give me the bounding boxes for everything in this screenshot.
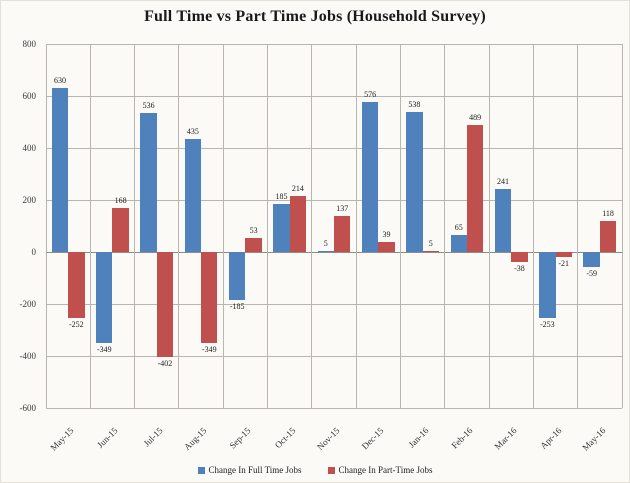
bar-label: -349: [201, 344, 217, 354]
y-tick-label: 600: [22, 91, 37, 101]
bar-full-time: [96, 252, 113, 343]
bar-part-time: [511, 252, 528, 262]
gridline-h: [46, 252, 622, 253]
gridline-h: [46, 200, 622, 201]
gridline-v: [488, 44, 490, 408]
bar-label: -252: [69, 319, 84, 329]
bar-label: 576: [364, 90, 377, 100]
bar-full-time: [184, 138, 202, 252]
part-time-swatch-icon: [327, 466, 335, 474]
gridline-v: [355, 44, 357, 408]
bar-part-time: [422, 250, 439, 252]
bar-part-time: [599, 221, 617, 252]
bar-full-time: [494, 189, 512, 252]
bar-label: -253: [540, 319, 555, 329]
gridline-h: [46, 96, 622, 97]
bar-label: 489: [469, 112, 482, 122]
y-tick-label: 0: [31, 247, 37, 257]
bar-label: 241: [497, 177, 510, 187]
gridline-h: [46, 304, 622, 305]
legend-item-part-time: Change In Part-Time Jobs: [327, 465, 433, 475]
bar-part-time: [334, 216, 351, 252]
bar-part-time: [378, 241, 395, 252]
bar-part-time: [156, 252, 174, 357]
bar-full-time: [361, 102, 379, 252]
gridline-h: [46, 44, 622, 45]
bar-full-time: [406, 112, 423, 252]
gridline-v: [178, 44, 180, 408]
bar-label: -21: [558, 259, 570, 269]
bar-label: 536: [142, 100, 155, 110]
bar-label: -349: [96, 344, 112, 354]
bar-label: -402: [157, 358, 173, 368]
gridline-v: [444, 44, 446, 408]
bar-full-time: [273, 203, 290, 252]
bar-full-time: [450, 235, 467, 252]
y-tick-label: -200: [19, 299, 37, 309]
y-tick-label: 800: [22, 39, 37, 49]
y-tick-label: -400: [19, 351, 37, 361]
bar-part-time: [555, 252, 572, 258]
gridline-h: [46, 148, 622, 149]
bar-part-time: [289, 196, 307, 252]
x-axis: May-15 Jun-15 Jul-15 Aug-15 Sep-15 Oct-15 Nov-…: [46, 410, 622, 458]
bar-label: 137: [336, 204, 349, 214]
bar-part-time: [112, 208, 129, 252]
bar-part-time: [245, 238, 262, 252]
bar-label: 214: [291, 184, 304, 194]
gridline-v: [621, 44, 623, 408]
bar-full-time: [228, 252, 246, 301]
bar-label: 5: [323, 238, 328, 248]
bar-label: 185: [275, 191, 288, 201]
gridline-v: [532, 44, 534, 408]
legend: Change In Full Time Jobs Change In Part-…: [0, 465, 630, 475]
gridline-v: [577, 44, 579, 408]
full-time-swatch-icon: [197, 466, 205, 474]
gridline-v: [399, 44, 401, 408]
bar-label: 5: [428, 238, 433, 248]
gridline-v: [222, 44, 224, 408]
gridline-h: [46, 408, 622, 409]
legend-label-full-time: Change In Full Time Jobs: [208, 465, 302, 475]
plot-area: 630 -349 536 435 -185 185 5 576 538 65 241 -253 -59 -…: [45, 44, 623, 409]
y-tick-label: 200: [22, 195, 37, 205]
gridline-v: [45, 44, 47, 408]
gridline-h: [46, 356, 622, 357]
bar-part-time: [201, 252, 218, 343]
bar-full-time: [583, 252, 600, 268]
bar-label: 435: [186, 126, 199, 136]
bar-part-time: [466, 124, 484, 252]
bar-full-time: [140, 112, 157, 252]
bar-label: 538: [408, 100, 421, 110]
gridline-v: [311, 44, 313, 408]
bar-label: 65: [454, 223, 463, 233]
legend-item-full-time: Change In Full Time Jobs: [197, 465, 302, 475]
bar-label: -185: [229, 302, 245, 312]
bar-full-time: [317, 250, 334, 252]
bar-part-time: [68, 252, 85, 318]
bar-label: 168: [114, 196, 127, 206]
y-tick-label: 400: [22, 143, 37, 153]
bar-full-time: [539, 252, 556, 318]
gridline-v: [89, 44, 91, 408]
bar-label: -38: [514, 263, 525, 273]
y-axis: 800 600 400 200 0 -200 -400 -600: [0, 39, 40, 413]
bar-full-time: [51, 88, 69, 252]
legend-label-part-time: Change In Part-Time Jobs: [338, 465, 433, 475]
bar-label: 118: [602, 209, 614, 219]
bar-label: 53: [249, 226, 258, 236]
y-tick-label: -600: [19, 403, 37, 413]
gridline-v: [267, 44, 269, 408]
bar-label: -59: [586, 269, 597, 279]
gridline-v: [134, 44, 136, 408]
bar-label: 630: [53, 76, 66, 86]
bar-label: 39: [382, 229, 391, 239]
chart-title: Full Time vs Part Time Jobs (Household S…: [144, 8, 486, 25]
